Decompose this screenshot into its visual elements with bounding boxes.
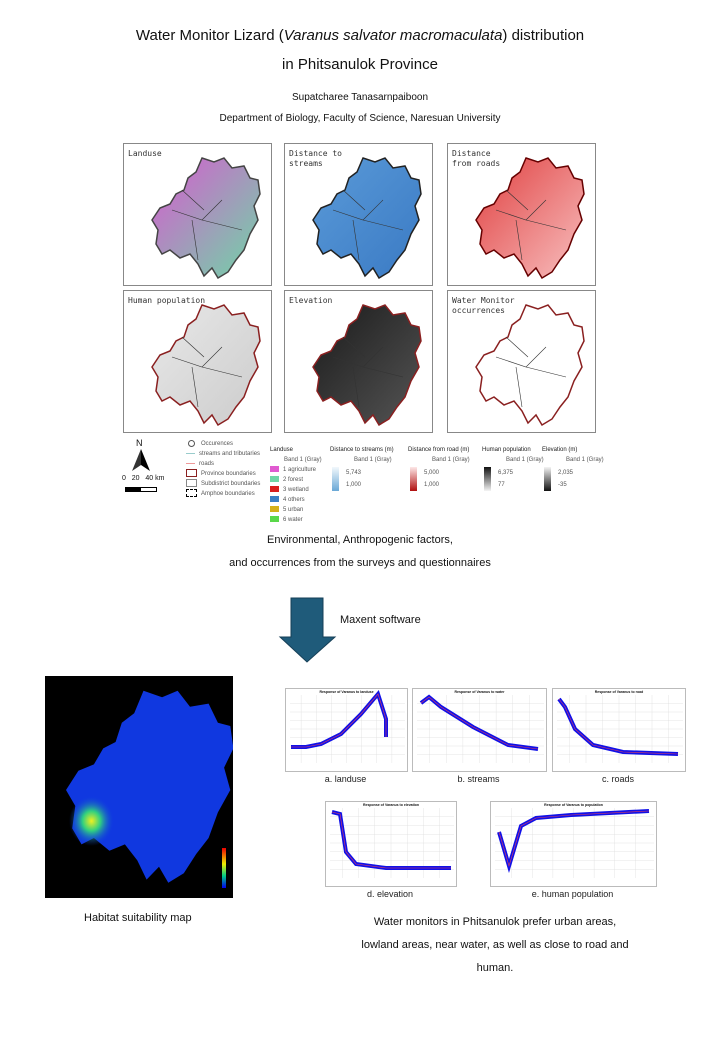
landuse-legend: Landuse Band 1 (Gray) 1 agriculture 2 for… [270,445,322,525]
factors-text-2: and occurrences from the surveys and que… [229,557,491,569]
scale-label: 0 20 40 km [122,475,165,482]
affiliation: Department of Biology, Faculty of Scienc… [219,113,501,124]
map-label: Landuse [128,149,162,158]
response-curve [497,809,650,874]
province-map [151,157,261,279]
plot-caption: a. landuse [324,774,367,784]
layer-legend: Occurences streams and tributaries roads Pr… [186,439,260,499]
legend-title: Landuse [270,447,294,453]
response-plot: Response of Varanus to elevation [325,801,457,887]
plot-title: Response of Varanus to landuse [319,690,374,694]
map-label: Distance to streams [289,149,342,168]
map-panel: Water Monitor occurrences [447,290,596,433]
scale-bar [125,487,157,492]
map-panel: Elevation [284,290,433,433]
color-ramp [484,467,491,491]
landuse-item: 1 agriculture [270,465,322,475]
conclusion-line-1: Water monitors in Phitsanulok prefer urb… [373,916,617,928]
poster-title-line2: in Phitsanulok Province [282,56,438,73]
down-arrow-icon [278,597,337,663]
swatch [270,516,279,523]
legend-item: Province boundaries [186,469,260,479]
factors-text-1: Environmental, Anthropogenic factors, [267,534,453,546]
conclusion-line-2: lowland areas, near water, as well as cl… [361,939,629,951]
landuse-item: 6 water [270,515,322,525]
plot-title: Response of Varanus to road [594,690,644,694]
color-ramp [410,467,417,491]
map-label: Water Monitor occurrences [452,296,515,315]
swatch [270,506,279,513]
swatch [270,486,279,493]
swatch [270,476,279,483]
response-plot: Response of Varanus to water [412,688,547,772]
plot-title: Response of Varanus to elevation [362,803,419,807]
map-label: Distance from roads [452,149,501,168]
poster-title: Water Monitor Lizard (Varanus salvator m… [0,27,720,44]
swatch [270,466,279,473]
conclusion-line-3: human. [476,962,514,974]
ramp-legend: Elevation (m) Band 1 (Gray) 2,035 -35 [542,445,604,491]
ramp-legend: Human population Band 1 (Gray) 6,375 77 [482,445,544,491]
plot-caption: e. human population [531,889,614,899]
suitability-caption: Habitat suitability map [84,912,192,924]
response-plot: Response of Varanus to population [490,801,657,887]
plot-title: Response of Varanus to population [544,803,603,807]
province-map [151,304,261,426]
maxent-label: Maxent software [340,614,421,626]
response-curve [557,697,679,756]
response-plot: Response of Varanus to road [552,688,686,772]
landuse-item: 3 wetland [270,485,322,495]
north-label: N [136,438,143,448]
ramp-legend: Distance to streams (m) Band 1 (Gray) 5,74… [330,445,394,491]
habitat-suitability-map [45,676,233,898]
north-arrow-scale: N 0 20 40 km [122,438,172,498]
author: Supatcharee Tanasarnpaiboon [291,92,429,103]
title-text-end: ) distribution [502,27,585,44]
map-panel: Distance from roads [447,143,596,286]
legend-item: Occurences [186,439,260,449]
landuse-item: 2 forest [270,475,322,485]
map-panel: Landuse [123,143,272,286]
response-curve [331,810,451,870]
province-map [312,157,422,279]
province-map [475,157,585,279]
map-panel: Human population [123,290,272,433]
title-text: Water Monitor Lizard ( [135,27,284,44]
map-label: Elevation [289,296,333,305]
color-scale [222,848,226,888]
color-ramp [332,467,339,491]
map-panel: Distance to streams [284,143,433,286]
legend-item: streams and tributaries [186,449,260,459]
plot-caption: d. elevation [366,889,414,899]
ramp-legend: Distance from road (m) Band 1 (Gray) 5,000… [408,445,470,491]
province-map [312,304,422,426]
plot-caption: b. streams [457,774,500,784]
plot-title: Response of Varanus to water [454,690,505,694]
plot-caption: c. roads [601,774,634,784]
swatch [270,496,279,503]
north-arrow-icon [132,449,150,471]
landuse-item: 5 urban [270,505,322,515]
color-ramp [544,467,551,491]
map-label: Human population [128,296,206,305]
legend-band: Band 1 (Gray) [284,457,322,463]
province-map [475,304,585,426]
legend-item: Subdistrict boundaries [186,479,260,489]
landuse-item: 4 others [270,495,322,505]
species-name: Varanus salvator macromaculata [283,27,503,44]
legend-item: roads [186,459,260,469]
legend-item: Amphoe boundaries [186,489,260,499]
response-plot: Response of Varanus to landuse [285,688,408,772]
